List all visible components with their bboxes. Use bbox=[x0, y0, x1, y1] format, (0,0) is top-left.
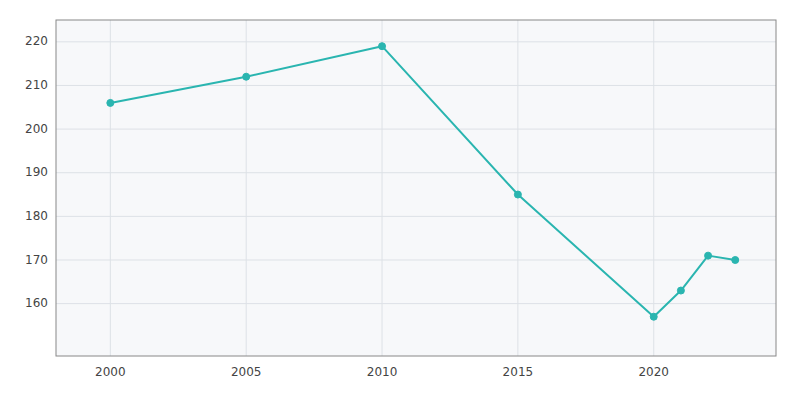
x-tick-label: 2000 bbox=[95, 365, 126, 379]
x-tick-label: 2015 bbox=[503, 365, 534, 379]
point bbox=[514, 191, 521, 198]
data-layer bbox=[107, 43, 739, 321]
line bbox=[110, 46, 735, 317]
chart-container: 160 170 180 190 200 210 220 2000 2005 2010 2015 202… bbox=[0, 0, 800, 400]
point bbox=[243, 73, 250, 80]
point bbox=[705, 252, 712, 259]
y-grid-line bbox=[56, 172, 776, 173]
x-grid-line bbox=[517, 20, 518, 356]
y-grid-line bbox=[56, 216, 776, 217]
plot-frame bbox=[56, 20, 776, 356]
x-tick-label: 2020 bbox=[638, 365, 669, 379]
chart: 160 170 180 190 200 210 220 2000 2005 2010 2015 202… bbox=[0, 0, 800, 400]
y-grid-line bbox=[56, 85, 776, 86]
y-tick-label: 180 bbox=[25, 209, 48, 223]
plot-background bbox=[56, 20, 776, 356]
x-grid-line bbox=[653, 20, 654, 356]
y-grid-line bbox=[56, 260, 776, 261]
y-tick-label: 210 bbox=[25, 78, 48, 92]
point bbox=[732, 257, 739, 264]
axes: 160 170 180 190 200 210 220 2000 2005 2010 2015 202… bbox=[25, 20, 776, 379]
point bbox=[107, 99, 114, 106]
y-grid-line bbox=[56, 41, 776, 42]
grid bbox=[56, 20, 776, 356]
y-tick-label: 160 bbox=[25, 296, 48, 310]
x-grid-line bbox=[246, 20, 247, 356]
y-tick-label: 170 bbox=[25, 253, 48, 267]
point bbox=[677, 287, 684, 294]
y-tick-label: 220 bbox=[25, 34, 48, 48]
point bbox=[650, 313, 657, 320]
x-grid-line bbox=[110, 20, 111, 356]
x-tick-label: 2005 bbox=[231, 365, 262, 379]
x-grid-line bbox=[382, 20, 383, 356]
point bbox=[379, 43, 386, 50]
y-tick-label: 190 bbox=[25, 165, 48, 179]
y-grid-line bbox=[56, 129, 776, 130]
y-tick-label: 200 bbox=[25, 122, 48, 136]
x-tick-label: 2010 bbox=[367, 365, 398, 379]
